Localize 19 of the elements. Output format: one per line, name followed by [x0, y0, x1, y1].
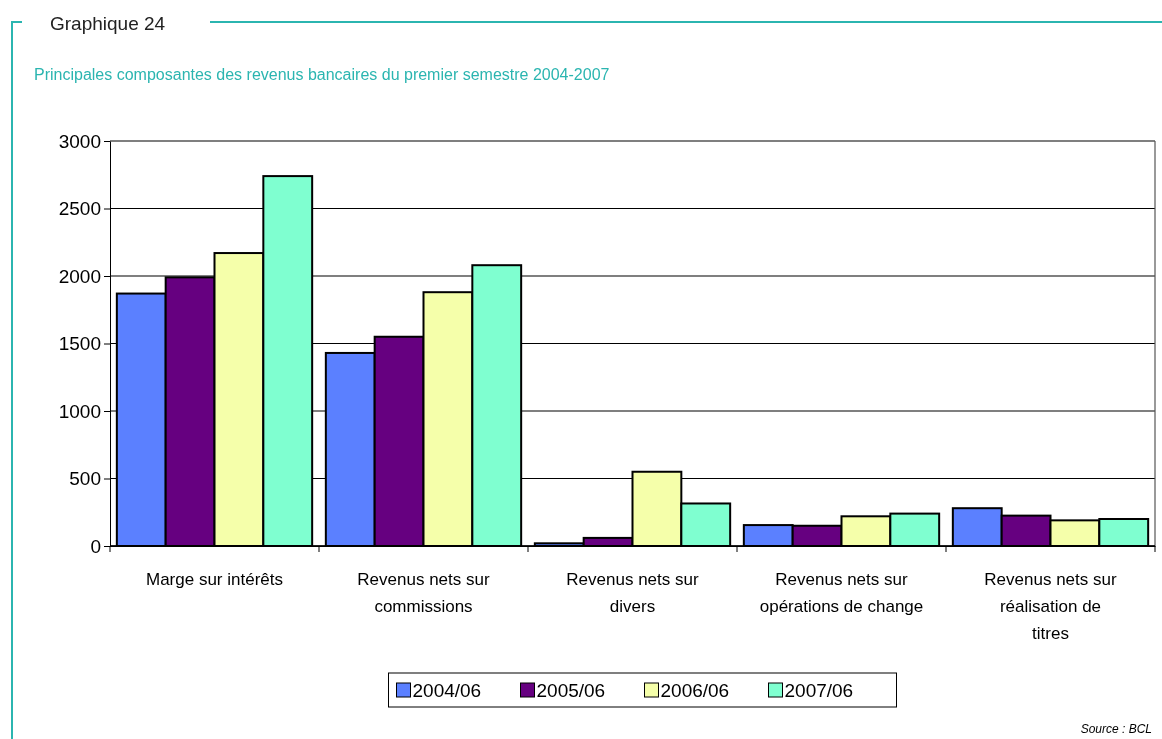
y-tick-label: 500	[69, 468, 101, 490]
y-tick-label: 1000	[58, 400, 101, 422]
x-tick-label: Revenus nets sur réalisation de titres	[984, 570, 1117, 643]
source-note: Source : BCL	[1080, 722, 1152, 736]
y-tick-label: 1500	[58, 333, 101, 355]
legend-label: 2004/06	[412, 680, 482, 701]
y-tick-label: 2500	[58, 198, 101, 220]
legend-label: 2005/06	[536, 680, 606, 701]
chart-title: Graphique 24	[50, 13, 166, 34]
y-tick-label: 0	[90, 535, 101, 557]
x-tick-label: Revenus nets sur opérations de change	[759, 570, 924, 616]
y-tick-label: 2000	[58, 265, 101, 287]
legend-label: 2006/06	[660, 680, 730, 701]
x-tick-label: Marge sur intérêts	[146, 570, 283, 589]
y-tick-label: 3000	[58, 130, 101, 152]
chart-subtitle: Principales composantes des revenus bancaires du premier semestre 2004-2007	[34, 66, 610, 83]
legend-label: 2007/06	[784, 680, 854, 701]
x-tick-label: Revenus nets sur divers	[566, 570, 699, 616]
x-tick-label: Revenus nets sur commissions	[357, 570, 490, 616]
